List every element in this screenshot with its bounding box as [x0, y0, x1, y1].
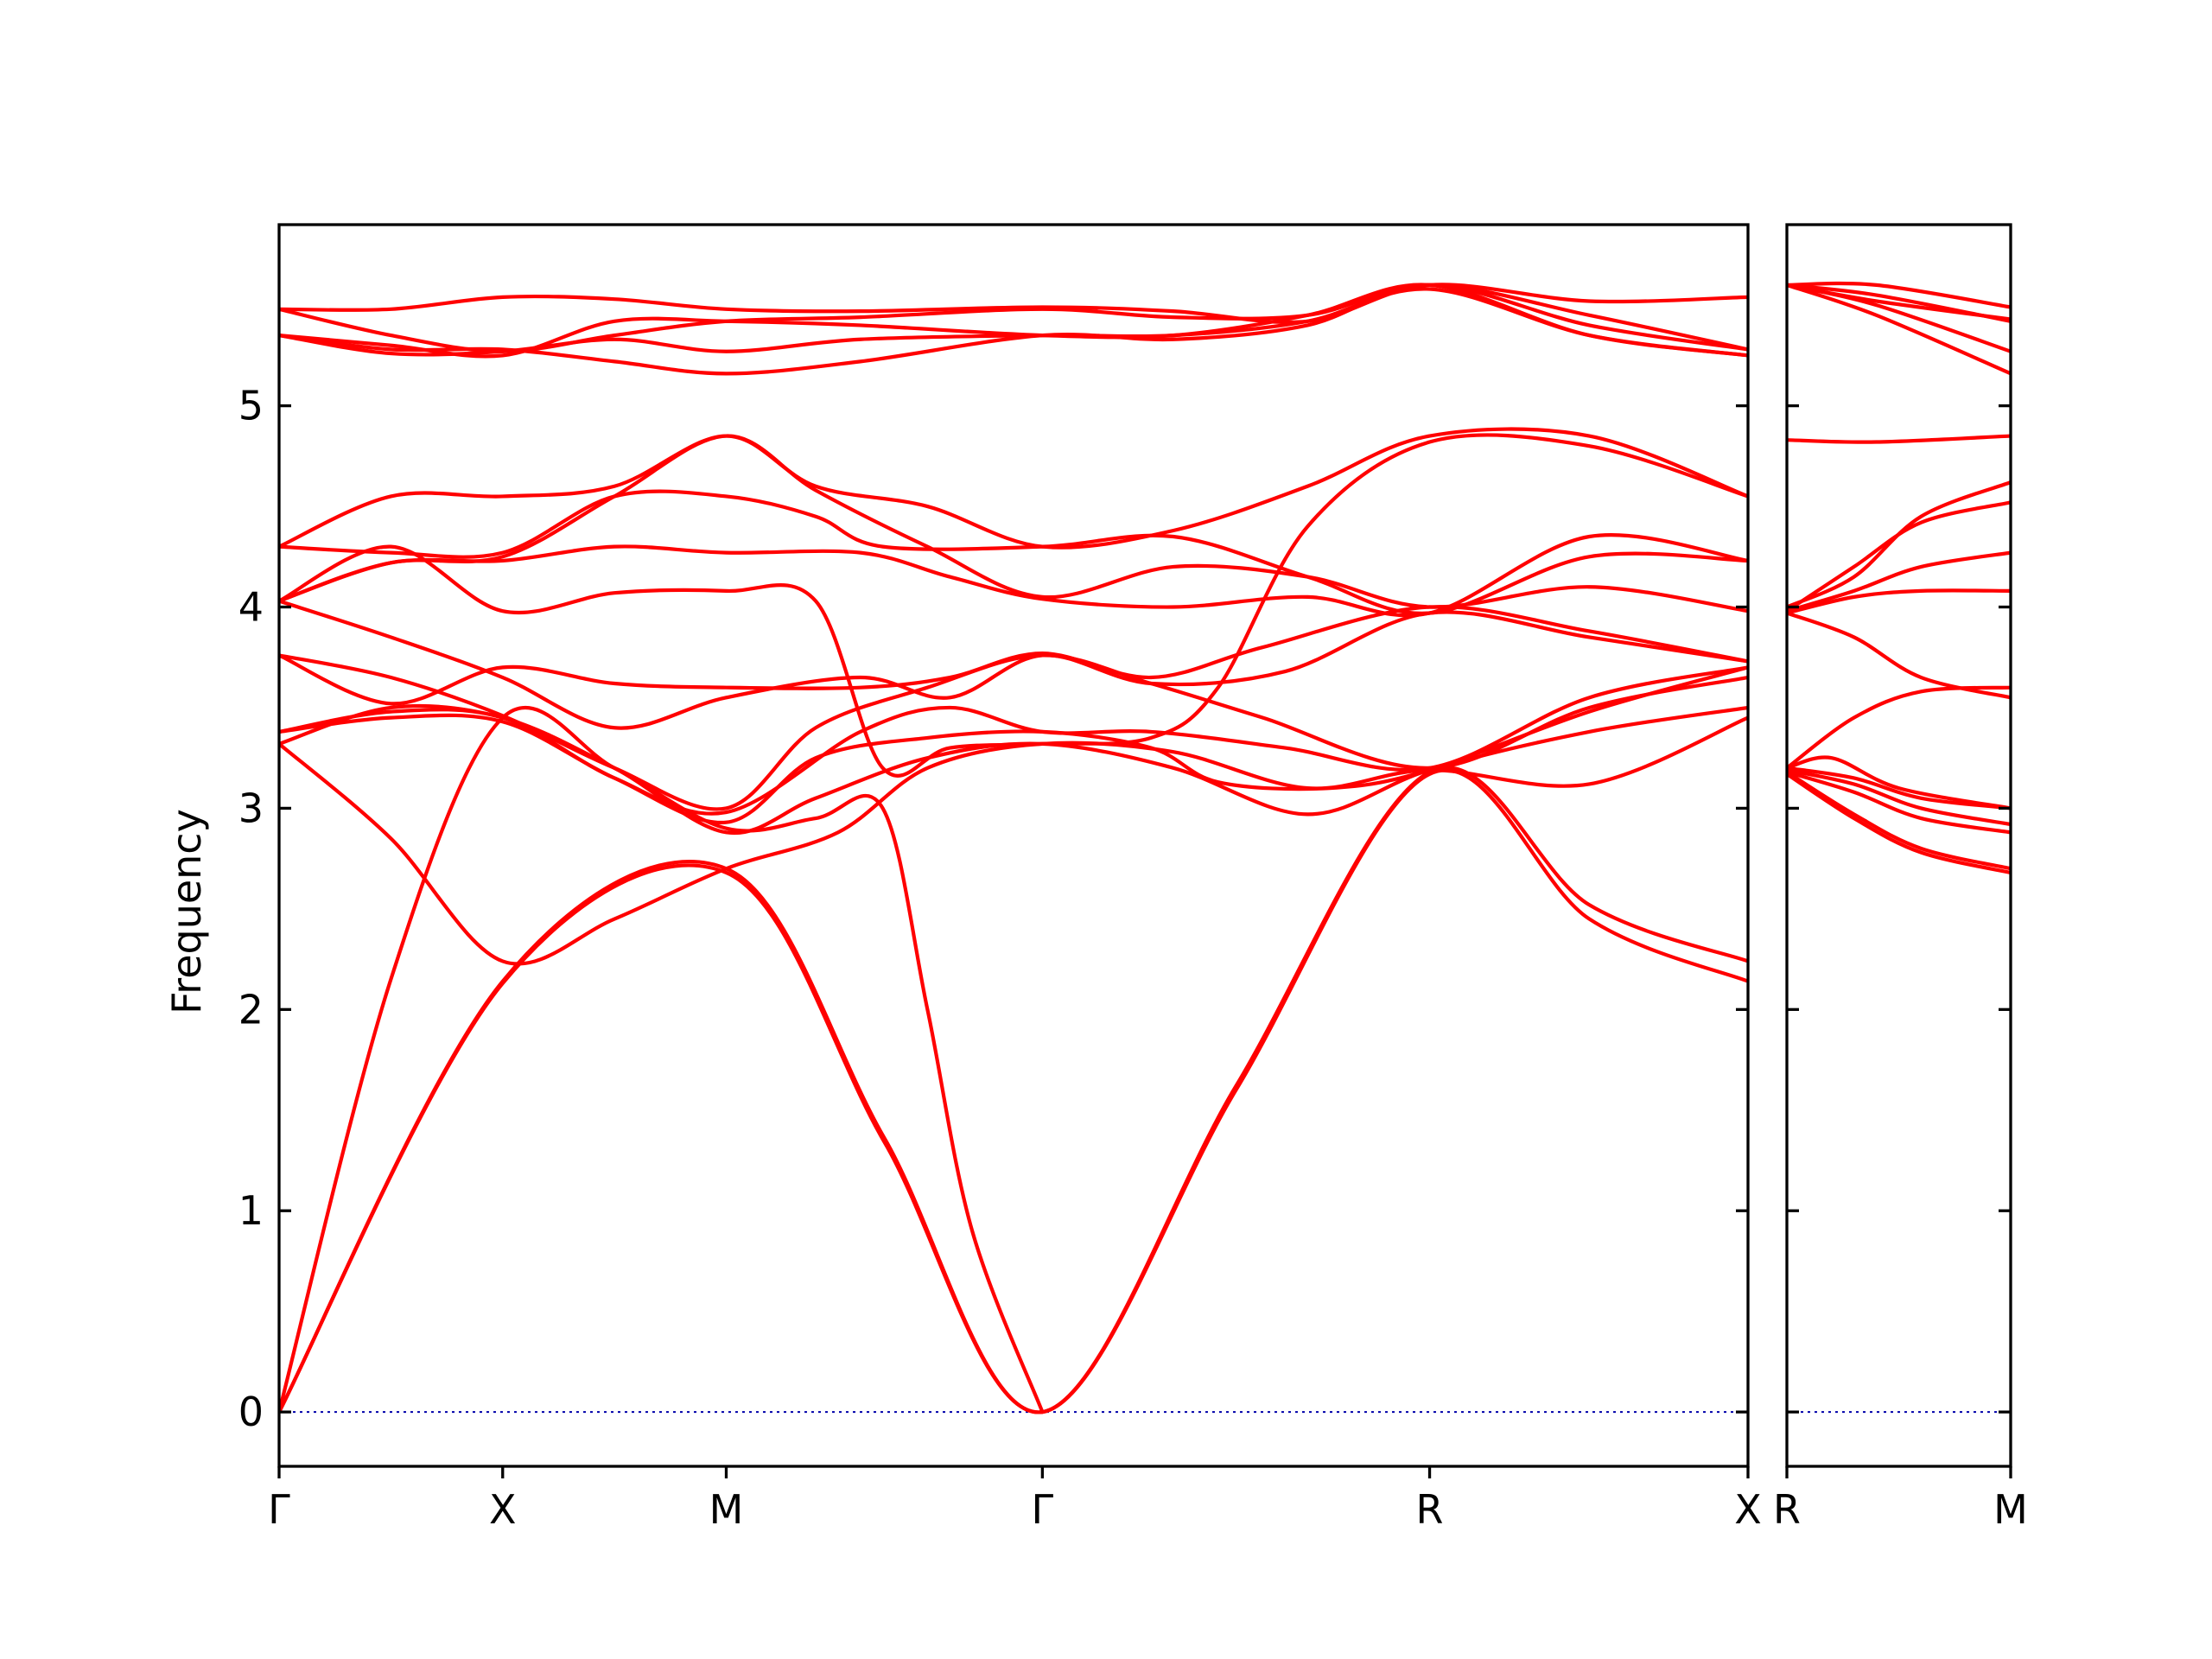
band-line-6	[1787, 755, 2011, 810]
y-tick-label: 1	[238, 1187, 264, 1234]
x-tick-label-4: Γ	[1032, 1486, 1054, 1533]
x-tick-label-2: X	[489, 1486, 517, 1533]
plot-frame	[1785, 223, 2012, 1468]
band-line-1	[1787, 772, 2011, 875]
band-line-15	[279, 434, 1748, 613]
x-tick-label-5: R	[1416, 1486, 1444, 1533]
band-line-10	[1787, 550, 2011, 613]
band-line-12	[1787, 480, 2011, 609]
band-line-18	[279, 283, 1748, 324]
bands-group	[1787, 281, 2011, 875]
band-line-12	[279, 433, 1748, 778]
band-line-3	[1787, 770, 2011, 835]
band-line-7	[1787, 685, 2011, 770]
band-line-17	[1787, 283, 2011, 321]
plot-frame	[277, 223, 1750, 1468]
band-line-4	[1787, 768, 2011, 827]
band-line-14	[279, 427, 1748, 550]
x-tick-label-2: M	[1993, 1486, 2028, 1533]
band-line-9	[279, 605, 1748, 706]
band-line-2	[1787, 770, 2011, 871]
band-line-11	[279, 533, 1748, 618]
band-line-5	[1787, 766, 2011, 810]
y-tick-label: 2	[238, 986, 264, 1033]
band-line-8	[1787, 611, 2011, 700]
band-line-16	[279, 283, 1748, 359]
panel-1: 0 1 2 3 4 5 Γ X M Γ R X	[238, 223, 1762, 1533]
y-tick-label: 3	[238, 785, 264, 831]
band-line-11	[1787, 500, 2011, 613]
x-tick-label-1: Γ	[268, 1486, 290, 1533]
band-line-14	[1787, 283, 2011, 376]
band-line-3	[279, 705, 1045, 1414]
band-line-4	[279, 715, 1748, 966]
band-line-18	[1787, 281, 2011, 309]
y-tick-label: 0	[238, 1389, 264, 1435]
band-line-13	[1787, 434, 2011, 444]
band-line-7	[279, 665, 1748, 816]
x-tick-label-6: X	[1734, 1486, 1762, 1533]
y-axis-label: Frequency	[163, 809, 210, 1014]
bands-group	[279, 283, 1748, 1414]
band-line-20	[279, 287, 1748, 358]
x-tick-label-1: R	[1773, 1486, 1801, 1533]
x-tick-label-3: M	[709, 1486, 744, 1533]
band-line-9	[1787, 588, 2011, 615]
band-line-10	[279, 599, 1748, 730]
y-tick-label: 5	[238, 383, 264, 429]
band-line-1	[279, 768, 1748, 1414]
band-line-2	[279, 766, 1748, 1414]
band-line-8	[279, 653, 1748, 811]
y-tick-label: 4	[238, 584, 264, 631]
